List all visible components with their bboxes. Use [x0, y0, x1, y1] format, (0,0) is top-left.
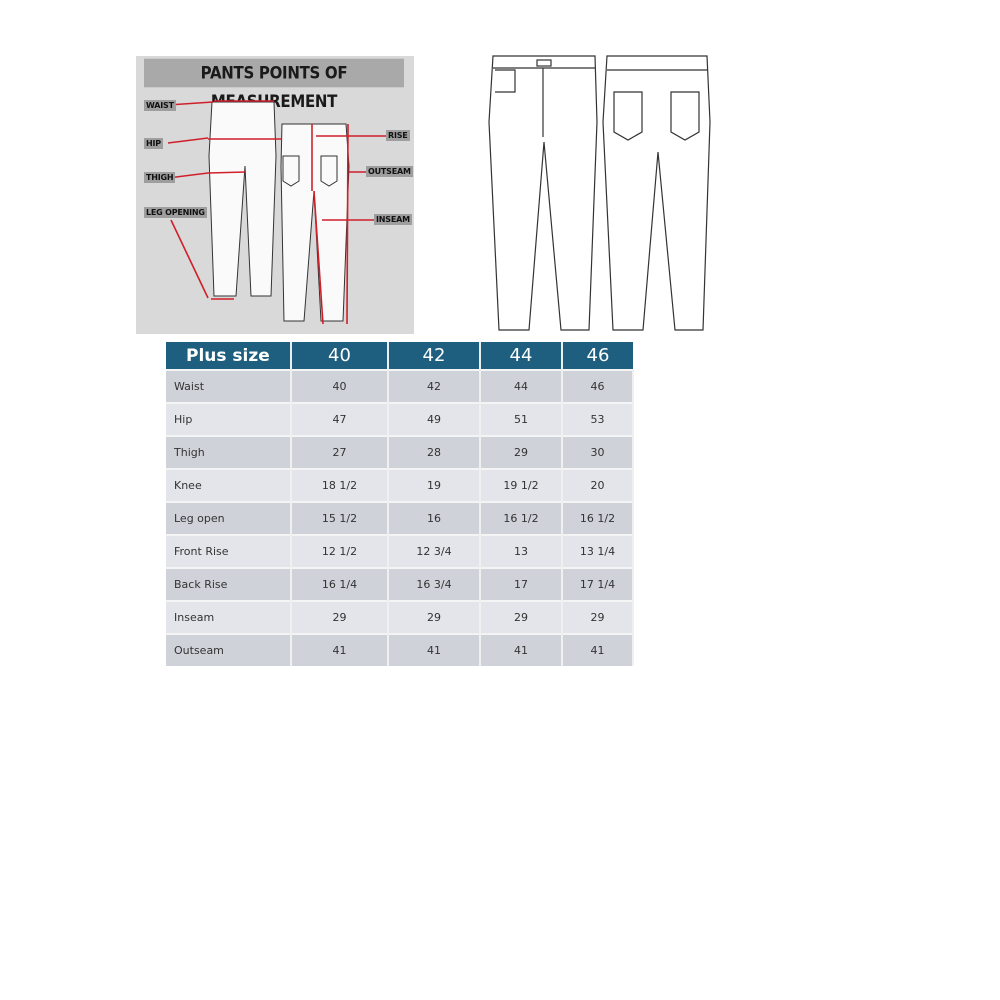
measurement-value: 53 [562, 402, 634, 436]
diagram-title: PANTS POINTS OF MEASUREMENT [144, 58, 404, 112]
points-of-measurement-diagram: PANTS POINTS OF MEASUREMENT WAIST HIP TH… [136, 56, 414, 334]
measurement-value: 13 [480, 534, 563, 568]
label-rise: RISE [386, 130, 410, 141]
measurement-value: 16 3/4 [388, 567, 481, 601]
label-waist: WAIST [144, 100, 176, 111]
measurement-value: 27 [291, 435, 389, 469]
measurement-value: 29 [291, 600, 389, 634]
measurement-value: 17 [480, 567, 563, 601]
measurement-value: 29 [480, 435, 563, 469]
measurement-label: Front Rise [166, 534, 292, 568]
measurement-value: 16 1/2 [562, 501, 634, 535]
table-row: Outseam 41 41 41 41 [166, 633, 634, 666]
table-row: Inseam 29 29 29 29 [166, 600, 634, 634]
label-leg-opening: LEG OPENING [144, 207, 207, 218]
measurement-value: 51 [480, 402, 563, 436]
measurement-value: 28 [388, 435, 481, 469]
measurement-value: 13 1/4 [562, 534, 634, 568]
label-hip: HIP [144, 138, 163, 149]
measurement-label: Waist [166, 369, 292, 403]
measurement-value: 41 [562, 633, 634, 666]
measurement-label: Knee [166, 468, 292, 502]
measurement-value: 17 1/4 [562, 567, 634, 601]
header-plus-size: Plus size [166, 342, 292, 370]
table-row: Leg open 15 1/2 16 16 1/2 16 1/2 [166, 501, 634, 535]
measurement-value: 46 [562, 369, 634, 403]
measurement-value: 16 1/4 [291, 567, 389, 601]
measurement-value: 16 [388, 501, 481, 535]
measurement-value: 41 [388, 633, 481, 666]
table-row: Thigh 27 28 29 30 [166, 435, 634, 469]
plus-size-chart: Plus size 40 42 44 46 Waist 40 42 44 46 Hip 47… [166, 342, 634, 666]
label-inseam: INSEAM [374, 214, 412, 225]
measurement-value: 15 1/2 [291, 501, 389, 535]
measurement-value: 29 [388, 600, 481, 634]
header-size-44: 44 [480, 342, 563, 370]
measurement-value: 20 [562, 468, 634, 502]
header-row: Plus size 40 42 44 46 [166, 342, 633, 370]
label-thigh: THIGH [144, 172, 176, 183]
measurement-label: Leg open [166, 501, 292, 535]
table-row: Knee 18 1/2 19 19 1/2 20 [166, 468, 634, 502]
measurement-value: 19 [388, 468, 481, 502]
pants-measurement-illustration [167, 100, 388, 325]
measurement-value: 18 1/2 [291, 468, 389, 502]
table-row: Hip 47 49 51 53 [166, 402, 634, 436]
measurement-value: 41 [291, 633, 389, 666]
measurement-label: Thigh [166, 435, 292, 469]
measurement-value: 12 1/2 [291, 534, 389, 568]
header-size-46: 46 [562, 342, 633, 370]
measurement-value: 29 [562, 600, 634, 634]
measurement-value: 16 1/2 [480, 501, 563, 535]
measurement-value: 29 [480, 600, 563, 634]
label-outseam: OUTSEAM [366, 166, 413, 177]
measurement-label: Back Rise [166, 567, 292, 601]
measurement-label: Inseam [166, 600, 292, 634]
table-row: Back Rise 16 1/4 16 3/4 17 17 1/4 [166, 567, 634, 601]
measurement-label: Hip [166, 402, 292, 436]
table-row: Waist 40 42 44 46 [166, 369, 634, 403]
jeans-flat-sketch [488, 55, 711, 331]
measurement-value: 40 [291, 369, 389, 403]
measurement-label: Outseam [166, 633, 292, 666]
measurement-value: 19 1/2 [480, 468, 563, 502]
measurement-value: 30 [562, 435, 634, 469]
table-row: Front Rise 12 1/2 12 3/4 13 13 1/4 [166, 534, 634, 568]
measurement-value: 47 [291, 402, 389, 436]
header-size-40: 40 [291, 342, 389, 370]
header-size-42: 42 [388, 342, 481, 370]
measurement-value: 41 [480, 633, 563, 666]
measurement-value: 44 [480, 369, 563, 403]
measurement-value: 49 [388, 402, 481, 436]
measurement-value: 12 3/4 [388, 534, 481, 568]
measurement-value: 42 [388, 369, 481, 403]
